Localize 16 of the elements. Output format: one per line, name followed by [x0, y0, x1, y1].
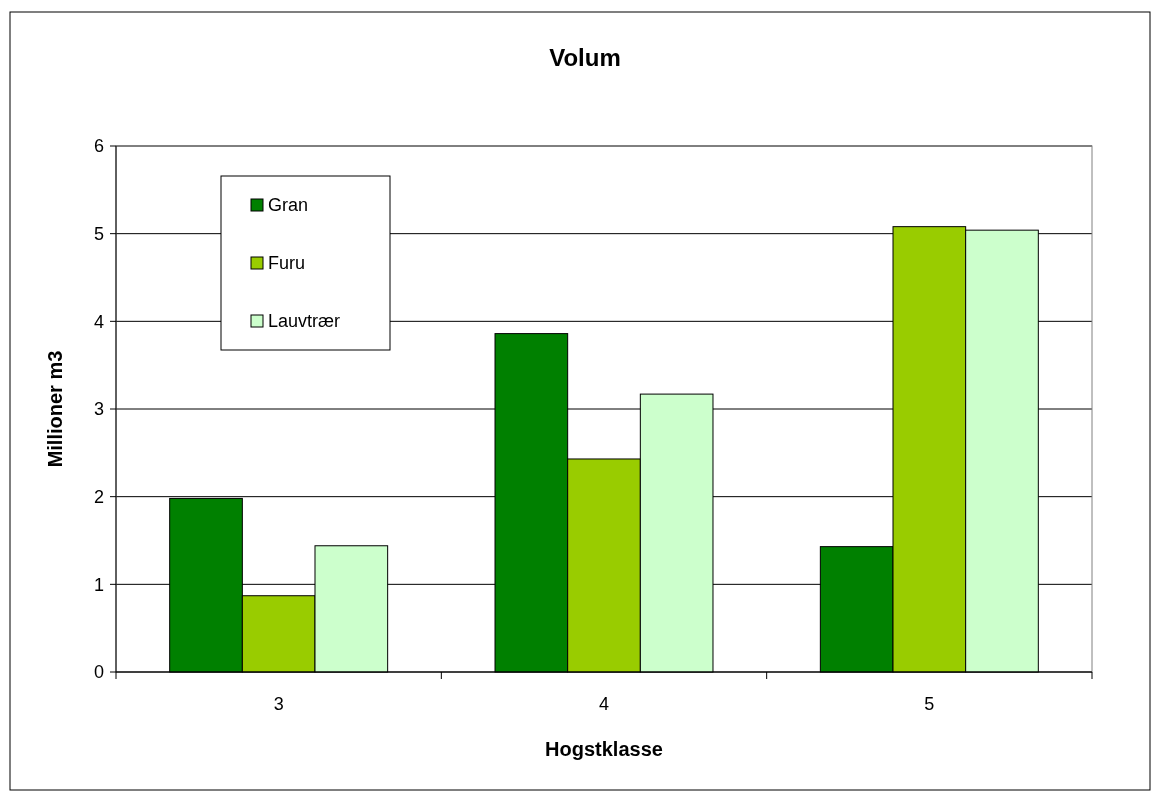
legend-label: Gran: [268, 195, 309, 216]
x-axis-title: Hogstklasse: [545, 738, 663, 760]
legend-label: Furu: [268, 253, 306, 274]
y-tick-label: 4: [93, 311, 104, 332]
y-axis-title: Millioner m3: [44, 350, 66, 468]
x-tick-label: 5: [924, 694, 935, 714]
x-tick-label: 3: [273, 694, 284, 714]
y-tick-label: 3: [93, 399, 104, 420]
y-tick-label: 0: [93, 662, 104, 683]
y-tick-label: 5: [93, 223, 104, 244]
chart-title: Volum: [549, 44, 621, 71]
legend-label: Lauvtrær: [268, 311, 341, 332]
y-tick-label: 2: [93, 486, 104, 507]
y-tick-label: 1: [93, 574, 104, 595]
y-tick-label: 6: [93, 136, 104, 157]
x-tick-label: 4: [598, 694, 610, 714]
